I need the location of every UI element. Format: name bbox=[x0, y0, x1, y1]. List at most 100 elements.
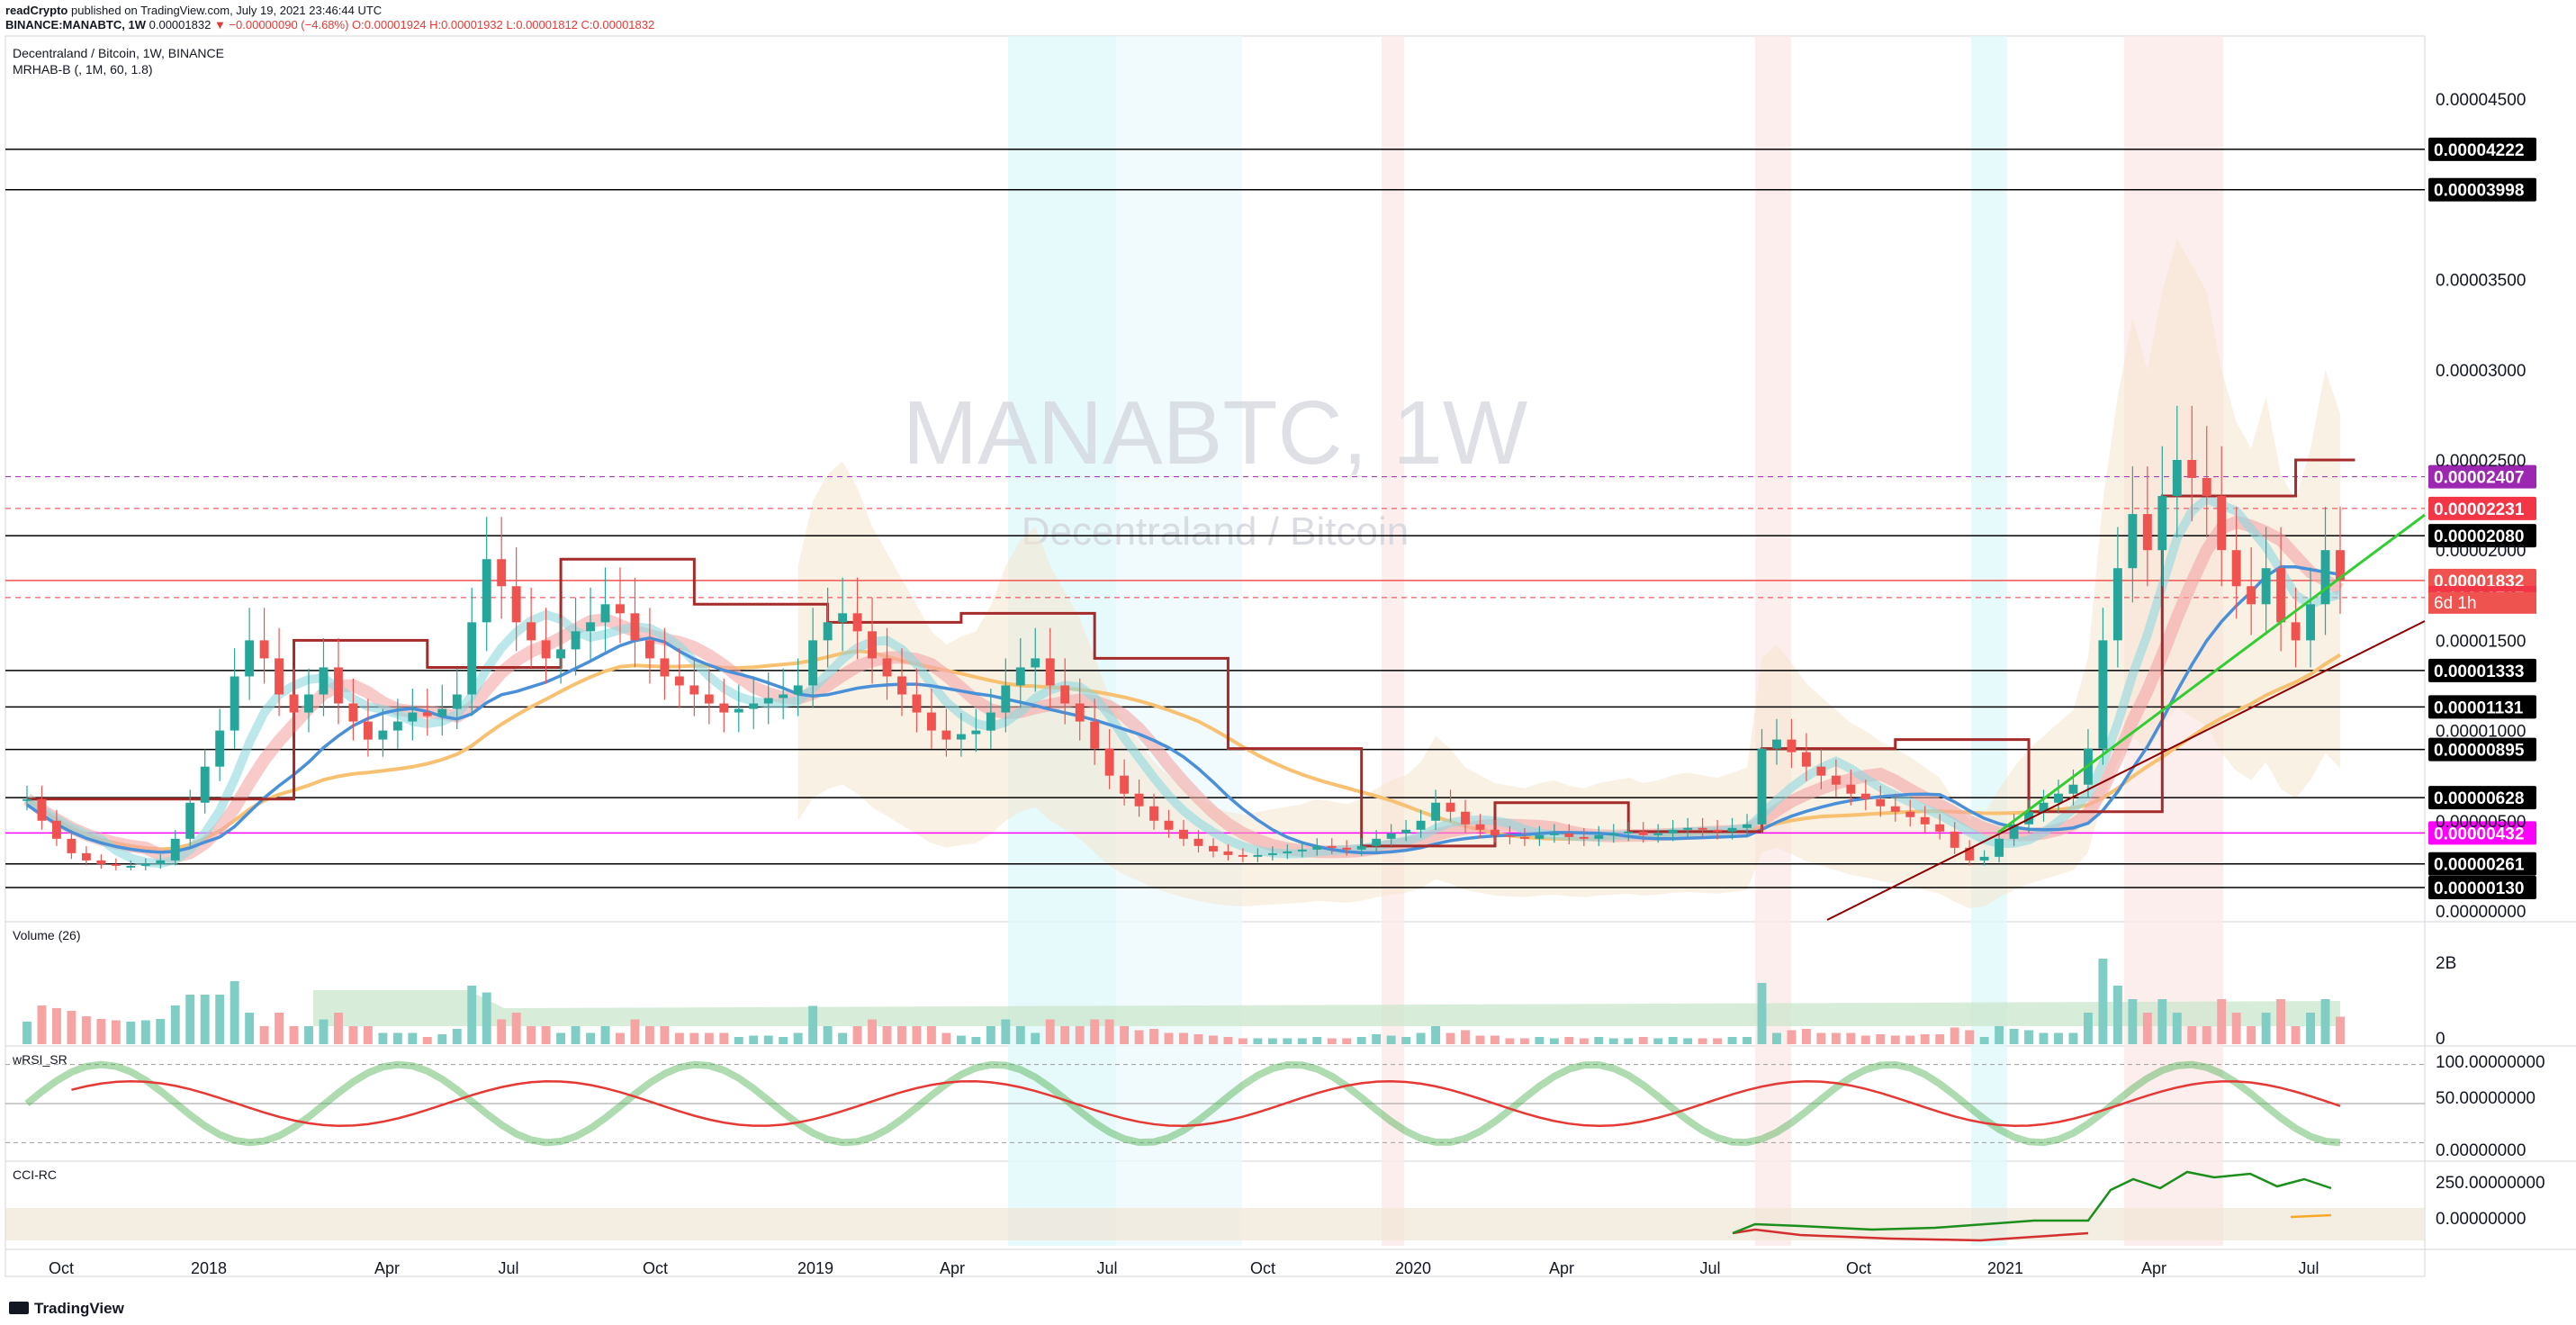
cci-line-orange bbox=[2290, 1213, 2332, 1219]
volume-bar bbox=[1950, 1027, 1959, 1044]
candle-body bbox=[2142, 514, 2152, 551]
candle-body bbox=[304, 694, 313, 713]
volume-bar bbox=[422, 1037, 432, 1044]
volume-bar bbox=[704, 1032, 714, 1044]
volume-bar bbox=[1283, 1038, 1293, 1044]
volume-bar bbox=[1505, 1038, 1515, 1044]
candle-body bbox=[289, 694, 299, 713]
volume-bar bbox=[1846, 1032, 1856, 1044]
candle-body bbox=[1698, 827, 1707, 830]
candle-body bbox=[912, 694, 922, 713]
volume-bar bbox=[1743, 1037, 1752, 1044]
volume-bar bbox=[378, 1032, 388, 1044]
volume-bar bbox=[2261, 1013, 2271, 1044]
volume-bar bbox=[23, 1022, 32, 1044]
volume-bar bbox=[1401, 1037, 1411, 1044]
countdown-label: 6d 1h bbox=[2434, 594, 2477, 613]
volume-bar bbox=[2128, 999, 2138, 1044]
candle-body bbox=[1579, 836, 1589, 839]
volume-bar bbox=[334, 1013, 343, 1044]
ohlc-high: H:0.00001932 bbox=[429, 18, 503, 32]
candle-body bbox=[2320, 550, 2330, 605]
candle-body bbox=[1267, 852, 1277, 855]
price-label-value: 0.00001333 bbox=[2434, 662, 2524, 681]
volume-bar bbox=[1297, 1038, 1307, 1044]
candle-body bbox=[363, 721, 373, 740]
y-tick-label: 0.00002500 bbox=[2436, 452, 2526, 471]
candle-body bbox=[2039, 802, 2049, 812]
volume-bar bbox=[1935, 1034, 1945, 1044]
volume-bar bbox=[644, 1026, 654, 1044]
volume-y-label: 2B bbox=[2436, 954, 2456, 973]
volume-bar bbox=[749, 1035, 759, 1044]
volume-bar bbox=[2217, 999, 2227, 1044]
volume-bar bbox=[1015, 1026, 1025, 1044]
price-label-value: 0.00002231 bbox=[2434, 500, 2525, 519]
volume-bar bbox=[838, 1032, 848, 1044]
candle-body bbox=[644, 640, 654, 659]
volume-bar bbox=[1549, 1038, 1559, 1044]
author-name[interactable]: readCrypto bbox=[5, 4, 68, 17]
price-label-value: 0.00000261 bbox=[2434, 856, 2525, 875]
candle-body bbox=[2054, 793, 2063, 803]
volume-bar bbox=[1757, 983, 1767, 1044]
candle-body bbox=[1015, 667, 1025, 686]
volume-y-label: 0 bbox=[2436, 1030, 2445, 1049]
candle-body bbox=[1935, 824, 1945, 832]
candle-body bbox=[1475, 824, 1485, 830]
y-tick-label: 0.00000000 bbox=[2436, 903, 2526, 922]
legend-title: Decentraland / Bitcoin, 1W, BINANCE bbox=[13, 46, 224, 60]
price-label-box bbox=[2428, 786, 2536, 810]
volume-bar bbox=[2172, 1013, 2182, 1044]
candle-body bbox=[378, 730, 388, 740]
candle-body bbox=[23, 798, 32, 801]
candle-body bbox=[630, 613, 640, 641]
candle-body bbox=[511, 586, 521, 623]
volume-bar bbox=[1104, 1019, 1114, 1044]
volume-bar bbox=[1045, 1019, 1055, 1044]
x-tick-label: Apr bbox=[2141, 1259, 2166, 1277]
candle-body bbox=[1860, 793, 1870, 799]
y-tick-label: 0.00003000 bbox=[2436, 362, 2526, 381]
candle-body bbox=[126, 865, 136, 868]
candle-body bbox=[1075, 703, 1085, 722]
candle-body bbox=[422, 712, 432, 717]
candle-body bbox=[674, 676, 684, 686]
volume-bar bbox=[1001, 1019, 1011, 1044]
candle-body bbox=[2098, 640, 2108, 749]
volume-bar bbox=[1372, 1034, 1382, 1044]
volume-bar bbox=[319, 1019, 329, 1044]
publish-info: published on TradingView.com, July 19, 2… bbox=[70, 4, 383, 17]
candle-body bbox=[482, 559, 491, 623]
candle-body bbox=[2247, 586, 2256, 605]
cci-y-label: 250.00000000 bbox=[2436, 1174, 2545, 1193]
price-label-box bbox=[2428, 852, 2536, 876]
candle-body bbox=[1668, 829, 1678, 834]
volume-bar bbox=[1327, 1038, 1337, 1044]
tradingview-footer[interactable]: TradingView bbox=[9, 1300, 124, 1318]
candle-body bbox=[2336, 550, 2345, 581]
volume-bar bbox=[1801, 1029, 1811, 1044]
candle-body bbox=[2291, 622, 2301, 641]
price-label-box bbox=[2428, 875, 2536, 899]
volume-bar bbox=[437, 1034, 447, 1044]
volume-bar bbox=[1267, 1038, 1277, 1044]
volume-bar bbox=[1787, 1030, 1797, 1044]
price-label-value: 0.00000432 bbox=[2434, 825, 2524, 843]
volume-bar bbox=[1920, 1034, 1930, 1044]
candle-body bbox=[2128, 514, 2138, 569]
candle-body bbox=[67, 838, 77, 853]
volume-bar bbox=[793, 1032, 803, 1044]
candle-body bbox=[749, 703, 759, 709]
candle-body bbox=[1801, 752, 1811, 767]
price-label-value: 0.00004222 bbox=[2434, 141, 2524, 160]
tradingview-logo-icon bbox=[9, 1302, 29, 1314]
volume-bar bbox=[2142, 1013, 2152, 1044]
volume-bar bbox=[852, 1026, 862, 1044]
symbol-line: BINANCE:MANABTC, 1W 0.00001832 ▼ −0.0000… bbox=[5, 18, 654, 32]
x-tick-label: Oct bbox=[1250, 1259, 1275, 1277]
candle-body bbox=[200, 766, 210, 803]
price-label-value: 0.00001131 bbox=[2434, 699, 2524, 717]
volume-bar bbox=[156, 1019, 166, 1044]
